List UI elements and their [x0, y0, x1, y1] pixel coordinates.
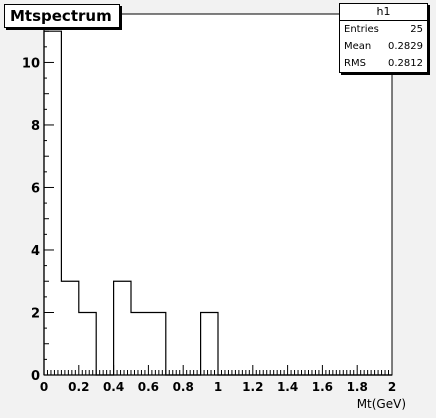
stats-box: h1 Entries 25 Mean 0.2829 RMS 0.2812 [339, 3, 428, 73]
x-tick-label: 0.8 [173, 380, 194, 394]
y-tick-label: 0 [31, 369, 40, 384]
x-tick-label: 1.6 [312, 380, 333, 394]
stats-value: 0.2829 [388, 41, 423, 52]
stats-row-mean: Mean 0.2829 [340, 38, 427, 55]
x-axis-label: Mt(GeV) [357, 397, 406, 411]
stats-row-rms: RMS 0.2812 [340, 55, 427, 72]
x-tick-label: 2 [388, 380, 396, 394]
x-tick-label: 1 [214, 380, 222, 394]
stats-row-entries: Entries 25 [340, 21, 427, 38]
stats-name: h1 [340, 4, 427, 21]
x-tick-label: 0.2 [68, 380, 89, 394]
x-tick-label: 0.6 [138, 380, 159, 394]
histogram-title: Mtspectrum [4, 4, 120, 28]
x-tick-label: 0 [40, 380, 48, 394]
y-tick-label: 10 [22, 56, 40, 71]
stats-label: Mean [344, 41, 372, 52]
stats-label: Entries [344, 24, 379, 35]
y-tick-label: 8 [31, 119, 40, 134]
x-tick-label: 0.4 [103, 380, 124, 394]
stats-value: 25 [410, 24, 423, 35]
x-tick-label: 1.8 [347, 380, 368, 394]
x-tick-label: 1.2 [242, 380, 263, 394]
x-tick-label: 1.4 [277, 380, 298, 394]
y-tick-label: 2 [31, 306, 40, 321]
stats-label: RMS [344, 58, 366, 69]
y-tick-label: 6 [31, 181, 40, 196]
stats-value: 0.2812 [388, 58, 423, 69]
y-tick-label: 4 [31, 244, 40, 259]
title-text: Mtspectrum [10, 7, 112, 25]
